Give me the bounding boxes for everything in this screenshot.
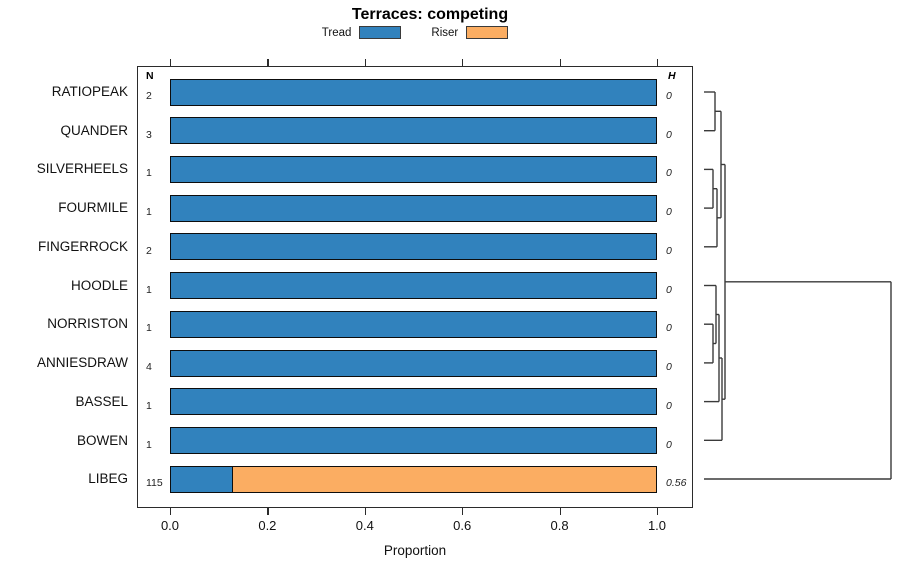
x-axis-title: Proportion (383, 543, 447, 558)
bar-segment-tread (170, 233, 657, 261)
bar-row (170, 78, 657, 106)
h-value: 0 (666, 90, 672, 102)
x-tick-label: 0.6 (453, 518, 472, 533)
n-value: 2 (146, 90, 152, 102)
bar-row (170, 117, 657, 145)
bar-segment-tread (170, 310, 657, 338)
dendrogram (704, 91, 892, 480)
n-value: 1 (146, 167, 152, 180)
h-column-header: H (668, 70, 676, 82)
category-label: QUANDER (60, 122, 128, 138)
x-tick-label: 1.0 (647, 518, 667, 533)
bar-segment-tread (170, 272, 657, 300)
chart-title: Terraces: competing (351, 6, 509, 23)
n-value: 3 (146, 128, 152, 141)
x-tick-label: 0.8 (550, 518, 569, 533)
category-label: FOURMILE (58, 200, 128, 216)
n-value: 1 (146, 206, 152, 219)
x-axis-top-tick (462, 59, 464, 66)
h-value: 0 (666, 283, 672, 296)
x-axis-tick (462, 508, 464, 515)
x-tick-label: 0.4 (355, 518, 374, 533)
legend: Tread Riser (137, 26, 693, 39)
category-label: FINGERROCK (37, 238, 128, 254)
h-value: 0 (666, 128, 672, 141)
x-axis-top-tick (267, 59, 269, 66)
legend-label-tread: Tread (321, 26, 352, 39)
category-label: SILVERHEELS (36, 161, 128, 177)
x-tick-label: 0.0 (160, 518, 180, 533)
category-label: ANNIESDRAW (36, 355, 128, 371)
x-tick-label: 0.2 (258, 518, 277, 533)
bar-row (170, 233, 657, 261)
x-axis-top-tick (364, 59, 366, 66)
bar-segment-tread (170, 388, 657, 416)
n-value: 4 (146, 361, 152, 374)
bar-segment-tread (170, 349, 657, 377)
h-value: 0 (666, 167, 672, 180)
x-axis-top-tick (657, 59, 659, 66)
h-value: 0 (666, 361, 672, 374)
n-value: 1 (146, 322, 152, 335)
x-axis-tick (364, 508, 366, 515)
category-label: NORRISTON (47, 316, 128, 332)
bar-segment-tread (170, 117, 657, 145)
category-label: BASSEL (75, 393, 128, 409)
bar-row (170, 155, 657, 183)
category-label: BOWEN (76, 432, 128, 448)
x-axis-tick (657, 508, 659, 515)
x-axis-top-tick (170, 59, 172, 66)
x-axis-tick (170, 508, 172, 515)
x-axis-tick (559, 508, 561, 515)
bar-segment-riser (231, 465, 657, 493)
x-axis-tick (267, 508, 269, 515)
category-label: LIBEG (88, 471, 128, 487)
n-value: 1 (146, 399, 152, 412)
bar-row (170, 465, 657, 493)
bar-row (170, 388, 657, 416)
h-value: 0.56 (666, 477, 687, 490)
category-label: RATIOPEAK (51, 84, 128, 99)
bar-segment-tread (170, 78, 657, 106)
legend-swatch-tread-icon (359, 26, 402, 39)
bar-row (170, 427, 657, 455)
n-value: 1 (146, 438, 152, 451)
legend-swatch-riser-icon (466, 26, 509, 39)
x-axis-top-tick (559, 59, 561, 66)
legend-label-riser: Riser (431, 26, 459, 39)
h-value: 0 (666, 322, 672, 335)
n-value: 1 (146, 283, 152, 296)
bar-row (170, 310, 657, 338)
legend-item-riser: Riser (431, 26, 509, 39)
bar-row (170, 349, 657, 377)
category-label: HOODLE (70, 277, 128, 293)
bar-segment-tread (170, 427, 657, 455)
bar-segment-tread (170, 155, 657, 183)
bar-row (170, 194, 657, 222)
h-value: 0 (666, 206, 672, 219)
n-column-header: N (146, 70, 154, 82)
plot-box (137, 66, 693, 508)
bar-segment-tread (170, 465, 233, 493)
h-value: 0 (666, 399, 672, 412)
legend-item-tread: Tread (322, 26, 402, 39)
h-value: 0 (666, 438, 672, 451)
bar-row (170, 272, 657, 300)
h-value: 0 (666, 244, 672, 257)
n-value: 2 (146, 244, 152, 257)
n-value: 115 (146, 477, 163, 490)
bar-segment-tread (170, 194, 657, 222)
